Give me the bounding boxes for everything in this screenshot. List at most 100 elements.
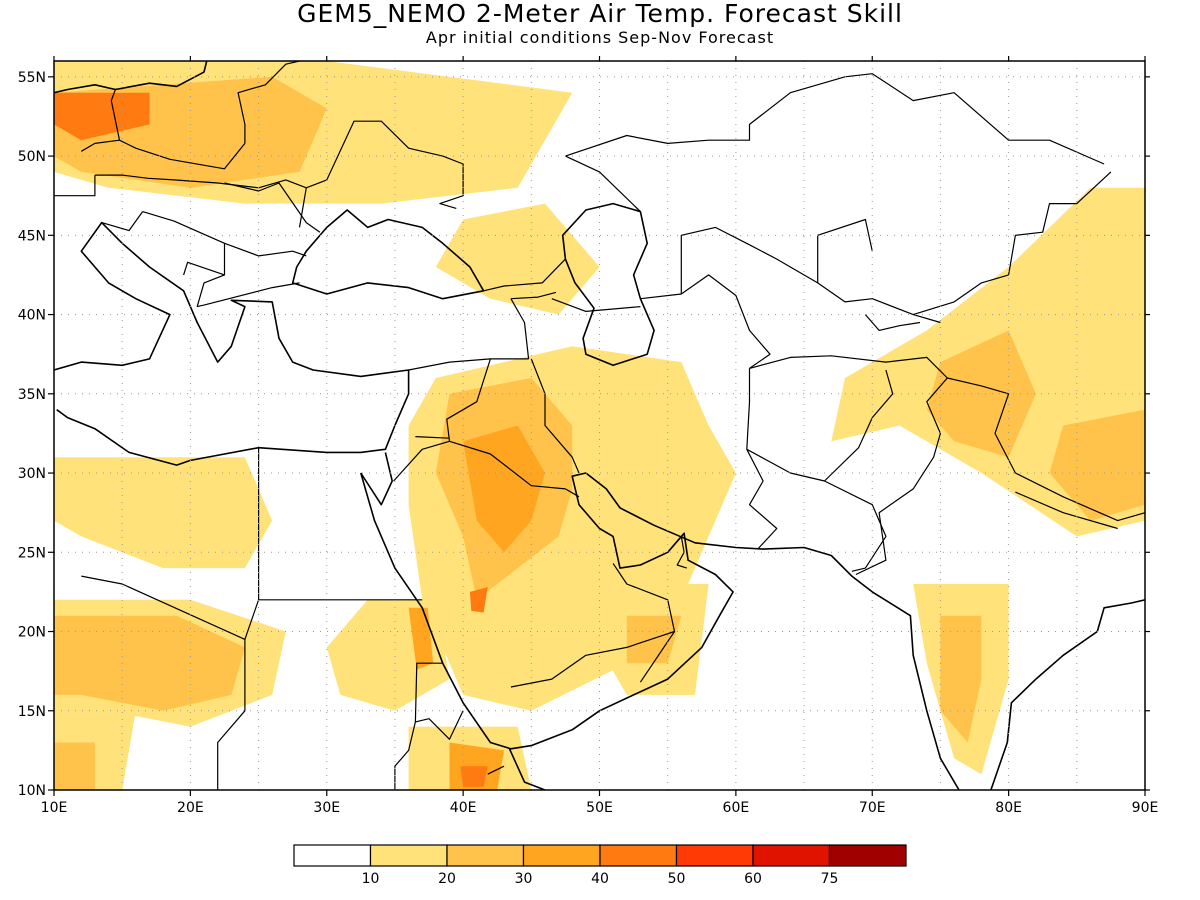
y-tick-label: 45N [18,228,46,244]
x-axis-ticks: 10E 20E 30E 40E 50E 60E 70E 80E 90E [41,56,1159,816]
country-border [394,721,416,790]
border-layer [54,61,1145,790]
country-border [680,226,819,294]
colorbar-label: 30 [515,871,533,887]
coastline [291,209,485,300]
skill-region [54,615,245,711]
country-border [817,218,873,283]
country-border [217,599,260,790]
country-border [81,575,246,640]
y-tick-label: 30N [18,466,46,482]
country-border [565,488,580,498]
country-border [640,274,771,369]
x-tick-label: 50E [586,800,613,816]
country-border [855,377,948,576]
colorbar-label: 60 [744,871,762,887]
country-border [415,436,450,439]
x-tick-label: 60E [723,800,750,816]
skill-region [469,587,488,613]
colorbar-label: 20 [438,871,456,887]
y-axis-ticks: 10N 15N 20N 25N 30N 35N 40N 45N 50N 55N [18,70,1150,799]
colorbar-swatch [446,844,525,867]
y-tick-label: 15N [18,704,46,720]
skill-region [54,457,273,569]
country-border [746,368,778,550]
coastline [360,472,960,790]
country-border [551,298,641,312]
colorbar-swatch [752,844,831,867]
country-border [224,242,307,257]
country-border [449,440,566,490]
country-border [258,447,423,601]
y-tick-label: 10N [18,783,46,799]
country-border [749,355,948,379]
colorbar-swatch [828,844,907,867]
colorbar-labels: 10 20 30 40 50 60 75 [362,871,839,887]
country-border [224,182,321,233]
country-border [864,314,921,331]
country-border [306,120,464,209]
country-border [1008,171,1112,276]
skill-region [463,425,545,553]
y-tick-label: 25N [18,545,46,561]
country-border [530,358,580,474]
coastline-layer [54,61,1145,790]
skill-region [435,203,600,315]
country-border [393,358,491,482]
colorbar-swatch [293,844,372,867]
skill-region [460,766,488,787]
country-border [510,563,676,688]
x-tick-label: 90E [1132,800,1159,816]
country-border [54,175,96,197]
country-border [487,765,505,775]
y-tick-label: 35N [18,387,46,403]
coastline [54,221,410,466]
dotted-gridlines [54,61,1145,790]
country-border [1015,491,1118,530]
y-tick-label: 55N [18,70,46,86]
country-border [746,369,894,482]
country-border [947,377,1145,522]
country-border [101,211,144,232]
skill-region [1049,409,1145,521]
country-border [510,291,557,300]
country-border [564,73,1105,213]
country-border [414,662,464,740]
skill-region [54,92,150,141]
country-border [237,61,300,144]
coastline [54,61,208,94]
x-tick-label: 80E [995,800,1022,816]
x-tick-label: 20E [177,800,204,816]
x-tick-label: 40E [450,800,477,816]
country-border [483,258,566,292]
country-border [142,211,300,308]
country-border [119,139,246,170]
country-border [80,89,121,152]
chart-subtitle: Apr initial conditions Sep-Nov Forecast [425,28,775,47]
colorbar-label: 50 [668,871,686,887]
chart-title: GEM5_NEMO 2-Meter Air Temp. Forecast Ski… [297,0,903,28]
country-border [408,358,529,371]
skill-region [54,742,95,790]
x-tick-label: 30E [313,800,340,816]
x-tick-label: 10E [41,800,68,816]
coastline [990,599,1145,790]
country-border [676,536,687,569]
coastline [360,452,394,506]
colorbar [293,844,907,867]
skill-region [408,607,434,670]
country-border [94,174,307,228]
colorbar-swatch [599,844,678,867]
country-border [510,298,530,359]
colorbar-label: 40 [591,871,609,887]
colorbar-label: 75 [821,871,839,887]
country-border [817,282,941,324]
y-tick-label: 20N [18,625,46,641]
colorbar-swatch [369,844,448,867]
y-tick-label: 40N [18,308,46,324]
coastline [561,202,655,367]
colorbar-swatch [522,844,601,867]
colorbar-swatch [675,844,754,867]
y-tick-label: 50N [18,149,46,165]
